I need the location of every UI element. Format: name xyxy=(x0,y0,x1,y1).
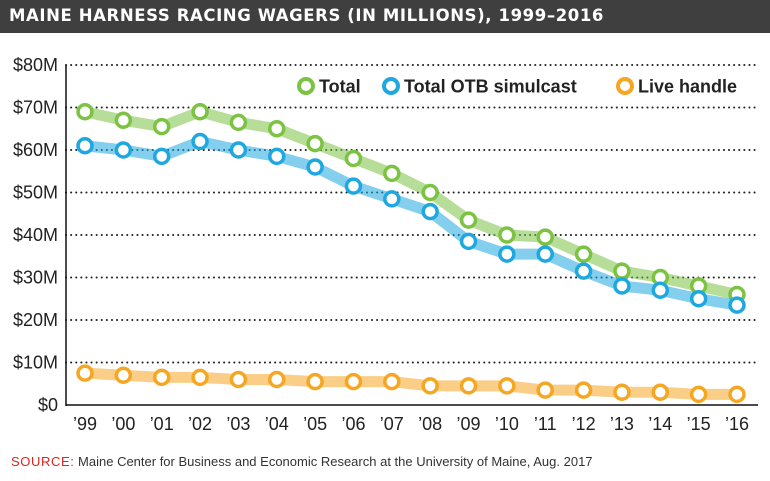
data-point-live-handle xyxy=(421,377,439,395)
data-point-live-handle xyxy=(344,372,363,391)
source-note: SOURCE: Maine Center for Business and Ec… xyxy=(11,454,593,469)
source-label: SOURCE: xyxy=(11,454,75,469)
series-line-live-handle xyxy=(79,367,743,400)
x-tick-label: ’04 xyxy=(265,414,289,434)
data-point-total xyxy=(536,228,554,246)
data-point-total-otb-simulcast xyxy=(344,177,363,195)
data-point-live-handle xyxy=(229,370,248,389)
data-point-live-handle xyxy=(152,368,171,387)
data-point-total xyxy=(229,113,248,132)
data-point-total-otb-simulcast xyxy=(651,281,670,299)
x-tick-label: ’99 xyxy=(73,414,97,434)
data-point-total xyxy=(268,120,286,138)
y-tick-label: $60M xyxy=(13,140,58,160)
data-point-live-handle xyxy=(191,368,209,387)
data-point-total-otb-simulcast xyxy=(689,290,708,308)
title-bar: MAINE HARNESS RACING WAGERS (IN MILLIONS… xyxy=(0,0,770,33)
data-point-total xyxy=(306,134,324,153)
legend-label-live-handle: Live handle xyxy=(638,77,737,97)
y-tick-label: $0 xyxy=(38,395,58,415)
data-point-total-otb-simulcast xyxy=(574,262,593,280)
data-point-total xyxy=(344,149,363,168)
data-point-total-otb-simulcast xyxy=(229,141,248,159)
data-point-live-handle xyxy=(651,383,670,401)
data-point-live-handle xyxy=(689,385,708,404)
data-point-total-otb-simulcast xyxy=(459,232,478,251)
data-point-total-otb-simulcast xyxy=(421,202,439,221)
legend-label-total-otb-simulcast: Total OTB simulcast xyxy=(404,77,577,97)
x-tick-label: ’16 xyxy=(725,414,749,434)
x-tick-label: ’06 xyxy=(341,414,365,434)
data-point-total-otb-simulcast xyxy=(536,245,554,263)
data-point-total xyxy=(574,245,593,263)
data-point-total-otb-simulcast xyxy=(498,245,516,263)
data-point-total xyxy=(191,103,209,121)
x-tick-label: ’02 xyxy=(188,414,212,434)
data-point-total xyxy=(152,117,171,136)
data-point-live-handle xyxy=(459,377,478,395)
data-point-total-otb-simulcast xyxy=(114,141,133,159)
data-point-total xyxy=(613,262,631,280)
x-tick-label: ’00 xyxy=(111,414,135,434)
data-point-live-handle xyxy=(498,377,516,395)
legend-label-total: Total xyxy=(319,77,361,97)
x-tick-label: ’15 xyxy=(687,414,711,434)
data-point-total-otb-simulcast xyxy=(306,158,324,176)
y-tick-label: $50M xyxy=(13,183,58,203)
x-tick-label: ’10 xyxy=(495,414,519,434)
data-point-live-handle xyxy=(76,364,94,382)
x-tick-label: ’05 xyxy=(303,414,327,434)
x-tick-label: ’09 xyxy=(457,414,481,434)
y-tick-label: $80M xyxy=(13,55,58,75)
chart-title: MAINE HARNESS RACING WAGERS (IN MILLIONS… xyxy=(9,6,605,25)
y-tick-label: $20M xyxy=(13,310,58,330)
data-point-total-otb-simulcast xyxy=(76,137,94,155)
data-point-total xyxy=(459,211,478,229)
y-tick-label: $30M xyxy=(13,268,58,288)
data-point-live-handle xyxy=(574,381,593,399)
y-tick-label: $10M xyxy=(13,353,58,373)
data-point-live-handle xyxy=(114,366,133,384)
legend-marker-total-otb-simulcast xyxy=(382,77,400,95)
data-point-live-handle xyxy=(613,383,631,401)
x-tick-label: ’11 xyxy=(534,414,557,434)
x-tick-label: ’13 xyxy=(610,414,634,434)
legend-marker-live-handle xyxy=(616,77,634,95)
data-point-total-otb-simulcast xyxy=(728,296,746,314)
x-tick-label: ’01 xyxy=(150,414,174,434)
x-tick-label: ’14 xyxy=(648,414,672,434)
data-point-total-otb-simulcast xyxy=(383,190,401,208)
source-text: Maine Center for Business and Economic R… xyxy=(74,454,593,469)
line-chart: $0 $10M $20M $30M $40M $50M $60M $70M $80M ’99 ’00… xyxy=(13,55,759,434)
x-tick-label: ’12 xyxy=(572,414,596,434)
data-point-total xyxy=(76,103,94,121)
data-point-live-handle xyxy=(268,370,286,389)
data-point-live-handle xyxy=(306,372,324,391)
data-point-total xyxy=(114,111,133,129)
x-tick-label: ’03 xyxy=(226,414,250,434)
data-point-total-otb-simulcast xyxy=(191,132,209,151)
data-point-live-handle xyxy=(536,381,554,399)
data-point-total-otb-simulcast xyxy=(613,277,631,295)
x-tick-label: ’08 xyxy=(418,414,442,434)
data-point-total xyxy=(498,226,516,244)
data-point-total-otb-simulcast xyxy=(268,147,286,166)
data-point-live-handle xyxy=(383,372,401,391)
y-tick-label: $40M xyxy=(13,225,58,245)
data-point-live-handle xyxy=(728,385,746,404)
data-point-total-otb-simulcast xyxy=(152,147,171,166)
data-point-total xyxy=(421,183,439,202)
data-point-total xyxy=(383,164,401,183)
series-line-total-otb-simulcast xyxy=(79,136,743,311)
y-tick-label: $70M xyxy=(13,98,58,118)
legend-marker-total xyxy=(297,77,315,95)
x-tick-label: ’07 xyxy=(380,414,404,434)
